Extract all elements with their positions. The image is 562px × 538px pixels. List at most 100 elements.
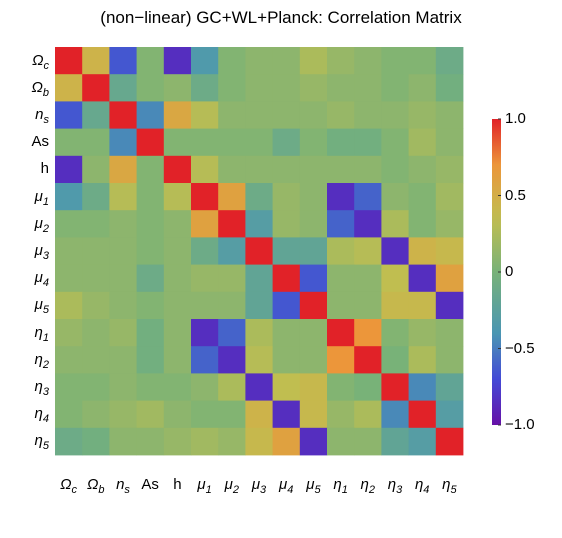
heatmap-cell — [327, 155, 355, 184]
heatmap-cell — [55, 400, 83, 429]
heatmap-cell — [136, 264, 165, 293]
heatmap-cell — [381, 373, 409, 401]
heatmap-cell — [327, 128, 355, 157]
heatmap-cell — [327, 346, 355, 374]
heatmap-cell — [109, 373, 137, 401]
heatmap-cell — [381, 291, 409, 320]
heatmap-cell — [245, 373, 273, 401]
colorbar-tick-label: −0.5 — [505, 339, 535, 357]
heatmap-cell — [82, 210, 110, 238]
column-label: η3 — [387, 476, 403, 496]
heatmap-cell — [82, 346, 110, 374]
heatmap-cell — [354, 319, 382, 347]
heatmap-cell — [218, 400, 246, 429]
heatmap-cell — [218, 210, 246, 238]
heatmap-cell — [136, 210, 165, 238]
heatmap-cell — [354, 74, 382, 102]
heatmap-cell — [408, 237, 437, 265]
heatmap-cell — [163, 155, 192, 184]
row-label: η3 — [34, 378, 49, 398]
heatmap-cell — [163, 101, 192, 129]
heatmap-cell — [381, 210, 409, 238]
row-label: μ3 — [34, 242, 49, 262]
column-label: μ5 — [306, 476, 321, 496]
heatmap-cell — [354, 101, 382, 129]
heatmap-cell — [327, 427, 355, 456]
heatmap-cell — [245, 128, 273, 157]
heatmap-cell — [327, 237, 355, 265]
row-label: μ5 — [34, 296, 49, 317]
heatmap-cell — [381, 47, 409, 75]
column-label: ns — [116, 476, 130, 496]
heatmap-cell — [82, 237, 110, 265]
heatmap-cell — [272, 373, 301, 401]
heatmap-cell — [245, 155, 273, 184]
column-label: Ωc — [60, 476, 78, 496]
heatmap-cell — [354, 427, 382, 456]
row-label: h — [40, 160, 49, 178]
heatmap-cell — [272, 47, 301, 75]
heatmap-cell — [163, 427, 192, 456]
column-label: μ1 — [197, 476, 212, 496]
heatmap-cell — [191, 427, 219, 456]
heatmap-cell — [136, 155, 165, 184]
heatmap-cell — [136, 427, 165, 456]
heatmap-cell — [109, 264, 137, 293]
heatmap-cell — [163, 264, 192, 293]
heatmap-cell — [191, 155, 219, 184]
heatmap-cell — [55, 427, 83, 456]
heatmap-cell — [109, 237, 137, 265]
heatmap-cell — [245, 291, 273, 320]
column-label: η1 — [333, 476, 348, 496]
heatmap-cell — [136, 291, 165, 320]
column-label: η4 — [414, 476, 430, 496]
heatmap-cell — [354, 128, 382, 157]
heatmap-cell — [354, 237, 382, 265]
heatmap-cell — [408, 101, 437, 129]
heatmap-cell — [272, 400, 301, 429]
heatmap-cell — [191, 373, 219, 401]
heatmap-cell — [354, 47, 382, 75]
heatmap-cell — [327, 74, 355, 102]
heatmap-cell — [191, 346, 219, 374]
heatmap-cell — [163, 291, 192, 320]
heatmap-cell — [327, 400, 355, 429]
row-label: Ωc — [32, 51, 49, 72]
heatmap-cell — [272, 237, 301, 265]
heatmap-cell — [218, 427, 246, 456]
column-label: μ2 — [224, 476, 239, 496]
heatmap-cell — [299, 427, 328, 456]
heatmap-cell — [82, 319, 110, 347]
heatmap-cell — [55, 74, 83, 102]
heatmap-cell — [82, 427, 110, 456]
heatmap-cell — [163, 183, 192, 211]
heatmap-cell — [55, 155, 83, 184]
column-label: As — [141, 476, 159, 493]
heatmap-cell — [82, 47, 110, 75]
heatmap-cell — [191, 210, 219, 238]
heatmap-cell — [109, 400, 137, 429]
heatmap-cell — [381, 264, 409, 293]
heatmap-cell — [408, 183, 437, 211]
heatmap-cell — [272, 319, 301, 347]
heatmap-cell — [381, 346, 409, 374]
heatmap-cell — [354, 291, 382, 320]
heatmap-cell — [435, 101, 464, 129]
heatmap-cell — [435, 427, 464, 456]
heatmap-cell — [327, 47, 355, 75]
row-label: μ4 — [34, 269, 49, 290]
heatmap-cell — [435, 373, 464, 401]
row-label: η4 — [34, 405, 49, 426]
heatmap-cell — [245, 47, 273, 75]
heatmap-cell — [435, 319, 464, 347]
heatmap-cell — [82, 264, 110, 293]
heatmap-cell — [191, 264, 219, 293]
heatmap-cell — [163, 47, 192, 75]
heatmap-cell — [408, 128, 437, 157]
heatmap-cell — [381, 155, 409, 184]
row-label: ns — [35, 106, 49, 126]
heatmap-cell — [191, 74, 219, 102]
heatmap-cell — [218, 183, 246, 211]
heatmap-cell — [299, 210, 328, 238]
